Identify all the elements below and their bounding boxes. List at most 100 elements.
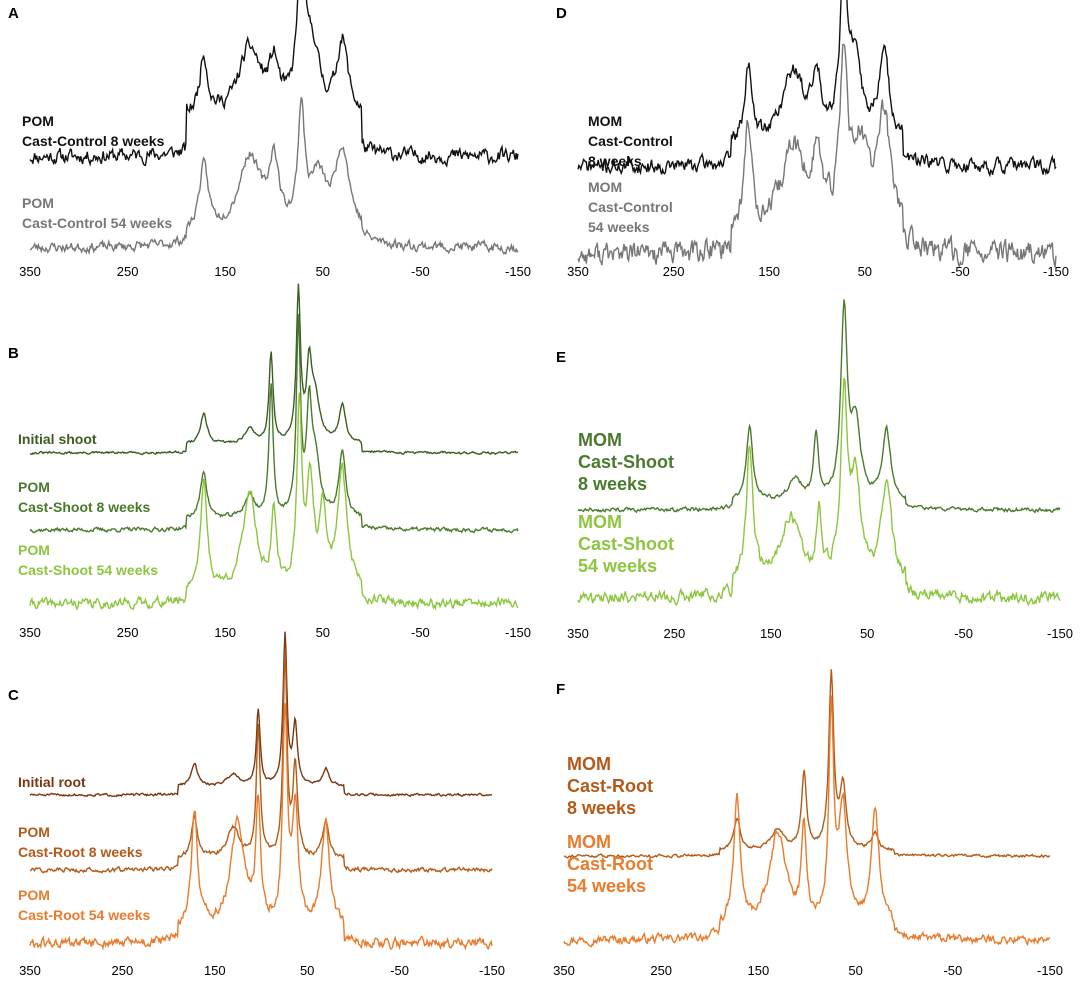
series-label-line: 54 weeks xyxy=(578,556,657,576)
panel-label: C xyxy=(8,687,19,704)
panel-d: D 350 250 150 50 -50 -150 MOM Cast-Control 8 week… xyxy=(556,0,1069,279)
x-tick-label: -50 xyxy=(954,626,973,641)
series-label-line: Initial root xyxy=(18,774,86,790)
panel-label: D xyxy=(556,5,567,22)
x-tick-label: -150 xyxy=(1043,264,1069,279)
series-label-line: Initial shoot xyxy=(18,431,97,447)
x-tick-label: 350 xyxy=(567,626,589,641)
x-tick-label: 50 xyxy=(316,264,330,279)
panel-label: E xyxy=(556,349,566,366)
series-label-line: Cast-Control xyxy=(588,199,673,215)
series-label-mom-cast-control-54-weeks: MOM Cast-Control 54 weeks xyxy=(588,179,673,235)
x-tick-label: 150 xyxy=(760,626,782,641)
series-label-pom-cast-root-8-weeks: POM Cast-Root 8 weeks xyxy=(18,824,143,860)
x-tick-label: 50 xyxy=(300,963,314,978)
series-label-line: 8 weeks xyxy=(567,798,636,818)
x-tick-label: -50 xyxy=(411,625,430,640)
trace-pom-cast-control-54-weeks xyxy=(29,97,519,256)
x-tick-label: 50 xyxy=(858,264,872,279)
x-tick-label: 350 xyxy=(19,963,41,978)
panel-a: A 350 250 150 50 -50 -150 POM Cast-Control 8 wee… xyxy=(8,0,531,279)
x-tick-label: 350 xyxy=(567,264,589,279)
series-label-line: Cast-Control 8 weeks xyxy=(22,133,165,149)
trace-initial-root xyxy=(29,631,493,798)
x-tick-label: -150 xyxy=(1047,626,1073,641)
x-tick-label: 250 xyxy=(117,625,139,640)
trace-mom-cast-control-8-weeks xyxy=(577,0,1057,178)
panel-label: F xyxy=(556,681,565,698)
trace-pom-cast-shoot-54-weeks xyxy=(29,392,519,611)
series-label-line: Cast-Root 8 weeks xyxy=(18,844,143,860)
x-tick-label: 250 xyxy=(117,264,139,279)
series-label-line: POM xyxy=(22,113,54,129)
series-label-line: Cast-Control xyxy=(588,133,673,149)
x-tick-label: -50 xyxy=(411,264,430,279)
trace-pom-cast-shoot-8-weeks xyxy=(29,314,519,534)
series-label-mom-cast-root-8-weeks: MOM Cast-Root 8 weeks xyxy=(567,754,653,818)
series-label-line: 8 weeks xyxy=(578,474,647,494)
series-label-line: MOM xyxy=(588,113,622,129)
x-tick-label: 150 xyxy=(204,963,226,978)
x-tick-label: 150 xyxy=(748,963,770,978)
x-tick-label: -150 xyxy=(479,963,505,978)
series-label-line: Cast-Shoot 8 weeks xyxy=(18,499,150,515)
x-tick-label: -150 xyxy=(1037,963,1063,978)
series-label-line: POM xyxy=(22,195,54,211)
series-label-line: MOM xyxy=(588,179,622,195)
series-label-pom-cast-control-54-weeks: POM Cast-Control 54 weeks xyxy=(22,195,172,231)
series-label-line: 8 weeks xyxy=(588,153,642,169)
trace-mom-cast-control-54-weeks xyxy=(577,43,1057,268)
x-tick-label: 350 xyxy=(553,963,575,978)
x-tick-label: -50 xyxy=(943,963,962,978)
series-label-line: MOM xyxy=(578,512,622,532)
series-label-initial-root: Initial root xyxy=(18,774,86,790)
x-tick-label: -50 xyxy=(951,264,970,279)
panel-label: A xyxy=(8,5,19,22)
series-label-line: 54 weeks xyxy=(567,876,646,896)
series-label-pom-cast-control-8-weeks: POM Cast-Control 8 weeks xyxy=(22,113,165,149)
panel-b: B 350 250 150 50 -50 -150 Initial shoot POM Cast-… xyxy=(8,283,531,640)
series-label-line: Cast-Shoot 54 weeks xyxy=(18,562,158,578)
series-label-line: POM xyxy=(18,479,50,495)
trace-mom-cast-shoot-54-weeks xyxy=(577,377,1061,607)
series-label-pom-cast-shoot-8-weeks: POM Cast-Shoot 8 weeks xyxy=(18,479,150,515)
panel-label: B xyxy=(8,345,19,362)
x-tick-label: 250 xyxy=(650,963,672,978)
x-tick-label: 150 xyxy=(214,264,236,279)
series-label-pom-cast-root-54-weeks: POM Cast-Root 54 weeks xyxy=(18,887,150,923)
x-tick-label: 50 xyxy=(316,625,330,640)
series-label-line: Cast-Control 54 weeks xyxy=(22,215,172,231)
series-label-line: POM xyxy=(18,887,50,903)
series-label-line: MOM xyxy=(567,754,611,774)
x-tick-label: -50 xyxy=(390,963,409,978)
panel-c: C 350 250 150 50 -50 -150 Initial root POM Cast-R… xyxy=(8,631,505,978)
x-tick-label: 350 xyxy=(19,264,41,279)
trace-pom-cast-root-8-weeks xyxy=(29,650,493,874)
series-label-line: Cast-Shoot xyxy=(578,452,674,472)
x-tick-label: 250 xyxy=(112,963,134,978)
series-label-initial-shoot: Initial shoot xyxy=(18,431,97,447)
series-label-line: POM xyxy=(18,824,50,840)
series-label-line: POM xyxy=(18,542,50,558)
x-tick-label: 250 xyxy=(664,626,686,641)
x-tick-label: 350 xyxy=(19,625,41,640)
series-label-line: Cast-Shoot xyxy=(578,534,674,554)
trace-pom-cast-control-8-weeks xyxy=(29,0,519,168)
x-tick-label: 50 xyxy=(860,626,874,641)
series-label-line: MOM xyxy=(578,430,622,450)
trace-pom-cast-root-54-weeks xyxy=(29,703,493,951)
series-label-mom-cast-root-54-weeks: MOM Cast-Root 54 weeks xyxy=(567,832,653,896)
x-tick-label: 250 xyxy=(663,264,685,279)
trace-mom-cast-root-8-weeks xyxy=(563,669,1051,859)
x-tick-label: 150 xyxy=(214,625,236,640)
trace-mom-cast-shoot-8-weeks xyxy=(577,299,1061,514)
series-label-line: 54 weeks xyxy=(588,219,650,235)
series-label-line: Cast-Root xyxy=(567,854,653,874)
x-tick-label: 50 xyxy=(848,963,862,978)
trace-initial-shoot xyxy=(29,283,519,456)
series-label-mom-cast-shoot-54-weeks: MOM Cast-Shoot 54 weeks xyxy=(578,512,674,576)
x-tick-label: -150 xyxy=(505,264,531,279)
